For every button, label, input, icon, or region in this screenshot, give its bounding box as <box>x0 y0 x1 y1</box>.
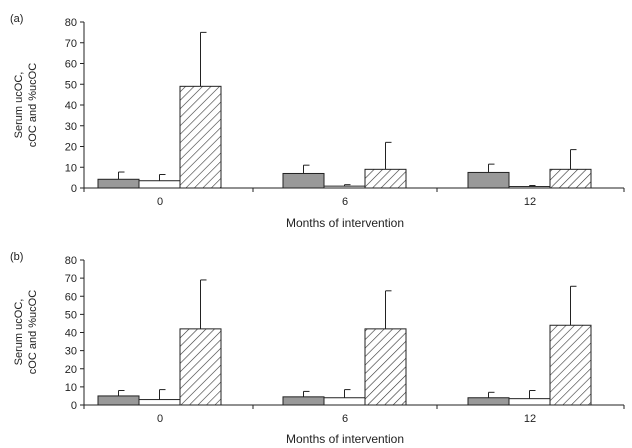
bar <box>508 398 551 406</box>
bar <box>323 397 366 406</box>
y-tick-label: 30 <box>65 346 77 358</box>
x-axis-label: Months of intervention <box>286 216 404 230</box>
y-axis-label: Serum ucOC, cOC and %ucOC <box>13 290 39 374</box>
bar <box>282 396 325 406</box>
y-axis-label-line: cOC and %ucOC <box>27 63 39 147</box>
x-tick-label: 0 <box>157 413 163 425</box>
y-tick-label: 80 <box>65 255 77 267</box>
x-axis-label: Months of intervention <box>286 432 404 446</box>
bar <box>364 168 407 189</box>
bar <box>508 186 551 189</box>
bar <box>467 171 510 189</box>
y-tick-label: 70 <box>65 273 77 285</box>
y-tick-label: 40 <box>65 100 77 112</box>
y-tick-label: 30 <box>65 121 77 133</box>
y-tick-label: 50 <box>65 79 77 91</box>
y-axis-label-line: cOC and %ucOC <box>27 290 39 374</box>
chart-panel: (b) 0 10 20 30 40 50 60 70 80 0 6 12 Serum ucOC, cOC a… <box>10 251 625 446</box>
y-tick-label: 20 <box>65 142 77 154</box>
panel-label: (b) <box>10 251 23 263</box>
bar <box>364 328 407 406</box>
x-tick-label: 12 <box>524 413 536 425</box>
y-tick-label: 60 <box>65 291 77 303</box>
y-tick-label: 60 <box>65 59 77 71</box>
y-tick-label: 70 <box>65 38 77 50</box>
bar <box>179 85 222 189</box>
bar <box>549 168 592 189</box>
bar <box>282 172 325 189</box>
y-axis-label: Serum ucOC, cOC and %ucOC <box>13 63 39 147</box>
x-tick-label: 12 <box>524 196 536 208</box>
y-tick-label: 40 <box>65 328 77 340</box>
bar <box>549 324 592 406</box>
panel-label: (a) <box>10 13 23 25</box>
y-tick-label: 10 <box>65 382 77 394</box>
y-axis-label-line: Serum ucOC, <box>13 299 25 366</box>
y-tick-label: 80 <box>65 17 77 29</box>
x-tick-label: 6 <box>342 196 348 208</box>
bar <box>138 180 181 189</box>
bar <box>138 399 181 406</box>
bar <box>323 185 366 189</box>
y-tick-label: 0 <box>71 400 77 412</box>
y-tick-label: 10 <box>65 162 77 174</box>
x-tick-label: 0 <box>157 196 163 208</box>
y-axis-label-line: Serum ucOC, <box>13 72 25 139</box>
y-tick-label: 50 <box>65 309 77 321</box>
bar <box>97 395 140 406</box>
bar <box>97 178 140 189</box>
y-tick-label: 0 <box>71 183 77 195</box>
chart-panel: (a) 0 10 20 30 40 50 60 70 80 0 6 12 Serum ucOC, cOC a… <box>10 13 625 230</box>
y-tick-label: 20 <box>65 364 77 376</box>
bar <box>179 328 222 406</box>
x-tick-label: 6 <box>342 413 348 425</box>
bar <box>467 397 510 406</box>
